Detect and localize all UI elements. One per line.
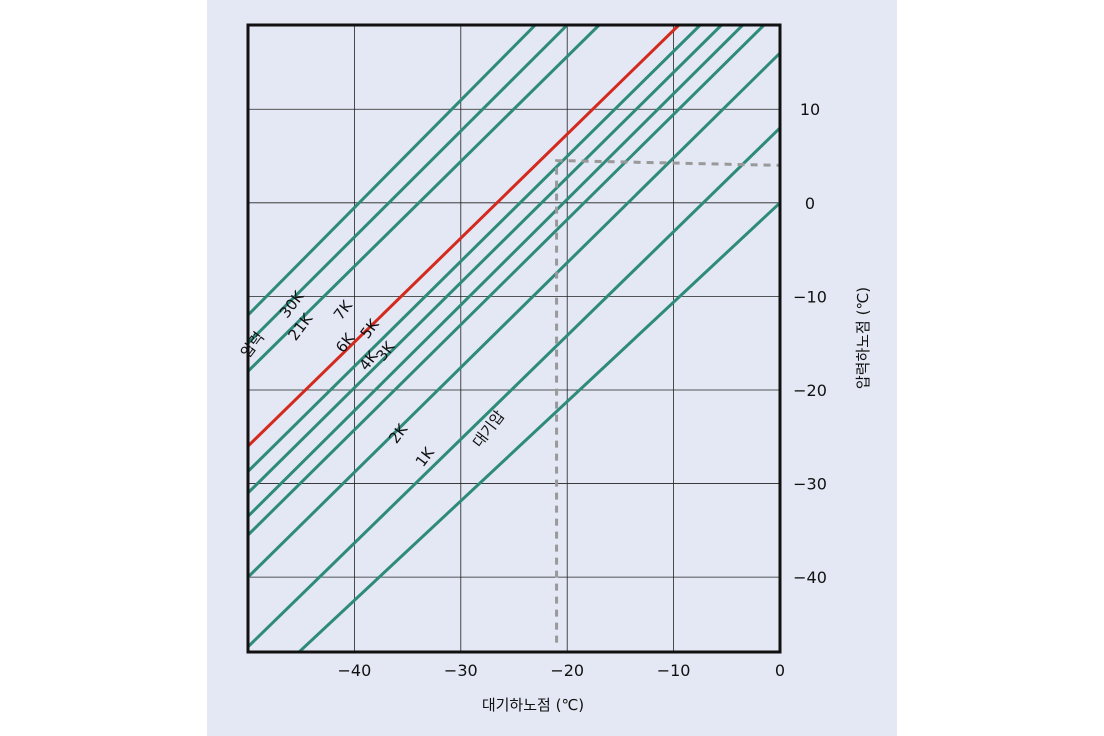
y-tick-label: 10 bbox=[800, 100, 820, 119]
y-tick-label: 0 bbox=[805, 194, 815, 213]
series-line-4k bbox=[248, 25, 744, 518]
x-tick-label: −40 bbox=[338, 661, 372, 680]
y-tick-label: −40 bbox=[793, 568, 827, 587]
y-axis-title: 압력하노점 (℃) bbox=[854, 287, 872, 389]
x-tick-label: −30 bbox=[444, 661, 478, 680]
series-line-2k bbox=[248, 52, 780, 579]
y-tick-label: −10 bbox=[793, 287, 827, 306]
x-tick-label: 0 bbox=[775, 661, 785, 680]
series-line-7k bbox=[248, 25, 680, 448]
x-tick-label: −10 bbox=[657, 661, 691, 680]
x-tick-label: −20 bbox=[550, 661, 584, 680]
x-axis-title: 대기하노점 (℃) bbox=[482, 696, 584, 714]
y-tick-label: −30 bbox=[793, 475, 827, 494]
series-line-21k bbox=[248, 25, 601, 373]
series-line-1k bbox=[248, 126, 780, 649]
curve-label: 대기압 bbox=[469, 407, 508, 451]
series-line-unlabeled bbox=[248, 25, 537, 317]
reference-dashed-line bbox=[555, 159, 781, 643]
plot-frame bbox=[246, 23, 782, 654]
figure-panel bbox=[207, 0, 897, 736]
curve-label: 7K bbox=[330, 296, 357, 323]
curve-label: 2K bbox=[385, 420, 412, 447]
series-line-6k bbox=[248, 25, 702, 473]
series-lines bbox=[248, 25, 780, 652]
tick-labels: −40 −30 −20 −10 0 10 0 −10 −20 −30 −40 bbox=[338, 100, 827, 680]
reference-path bbox=[555, 159, 781, 643]
y-tick-label: −20 bbox=[793, 381, 827, 400]
series-line-5k bbox=[248, 25, 723, 494]
grid bbox=[247, 25, 781, 652]
series-line-30k bbox=[248, 25, 569, 345]
series-line-대기압 bbox=[298, 201, 780, 652]
series-line-3k bbox=[248, 25, 766, 537]
